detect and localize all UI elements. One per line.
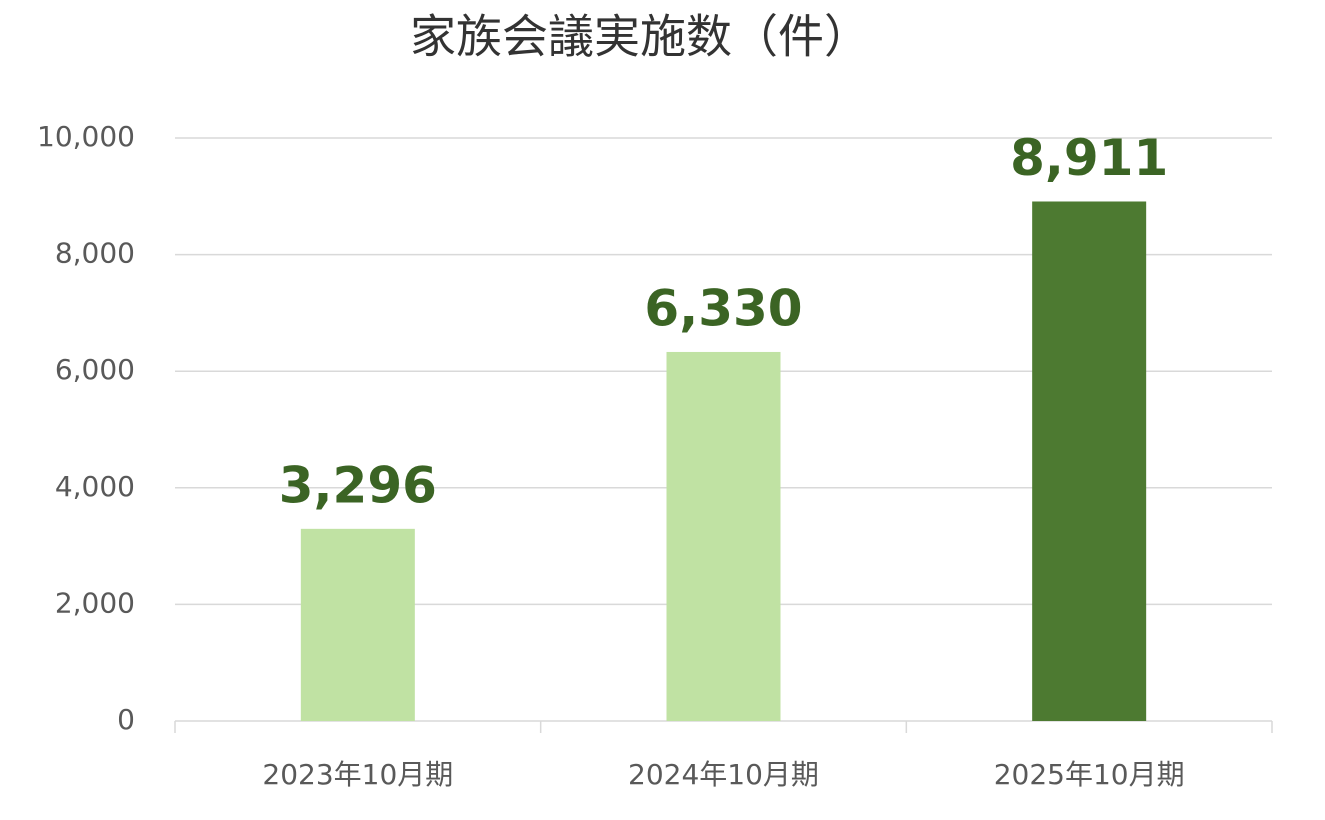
bar [1032, 201, 1147, 721]
y-tick-label: 6,000 [55, 353, 135, 386]
x-tick-label: 2025年10月期 [994, 758, 1185, 791]
y-tick-label: 4,000 [55, 470, 135, 503]
x-tick-label: 2024年10月期 [628, 758, 819, 791]
x-tick-label: 2023年10月期 [262, 758, 453, 791]
y-tick-label: 8,000 [55, 237, 135, 270]
y-tick-label: 10,000 [37, 120, 135, 153]
bar [666, 351, 781, 721]
value-label: 3,296 [279, 456, 437, 514]
value-label: 8,911 [1010, 129, 1168, 187]
value-label: 6,330 [644, 279, 802, 337]
y-tick-label: 0 [117, 703, 135, 736]
y-tick-label: 2,000 [55, 586, 135, 619]
bar [300, 528, 415, 721]
chart-title: 家族会議実施数（件） [410, 10, 870, 64]
